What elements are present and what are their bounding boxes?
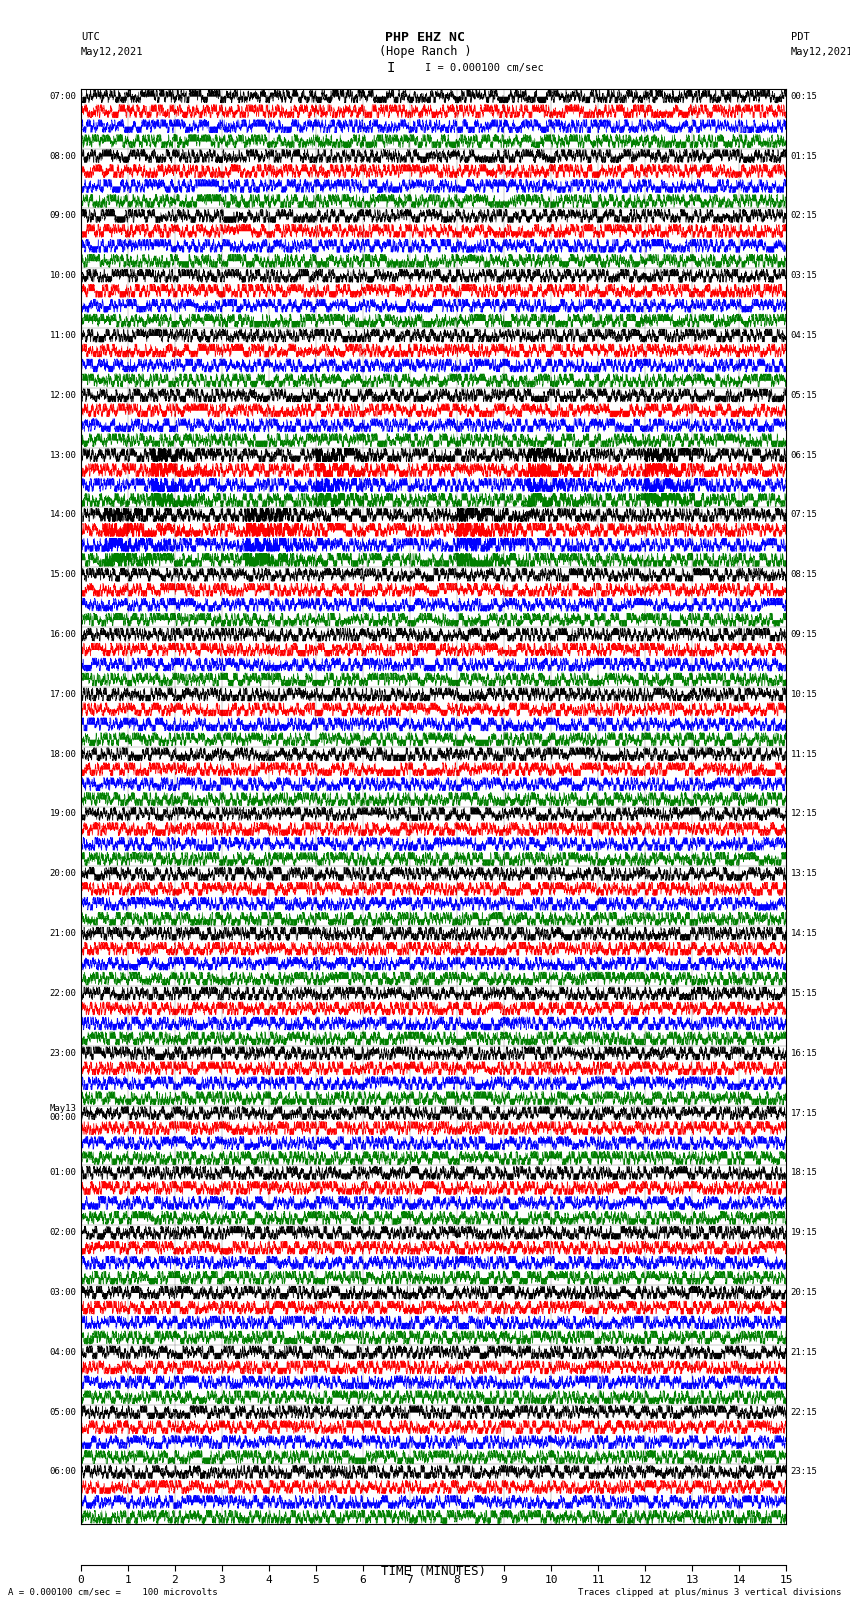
Text: 22:00: 22:00 — [49, 989, 76, 998]
Text: 06:00: 06:00 — [49, 1468, 76, 1476]
Text: 15:15: 15:15 — [790, 989, 818, 998]
Text: UTC: UTC — [81, 32, 99, 42]
Text: 04:15: 04:15 — [790, 331, 818, 340]
Text: 12:00: 12:00 — [49, 390, 76, 400]
Text: 14:00: 14:00 — [49, 510, 76, 519]
Text: 20:00: 20:00 — [49, 869, 76, 879]
Text: 17:00: 17:00 — [49, 690, 76, 698]
Text: 16:00: 16:00 — [49, 631, 76, 639]
Text: 13:15: 13:15 — [790, 869, 818, 879]
Text: 20:15: 20:15 — [790, 1289, 818, 1297]
Text: May12,2021: May12,2021 — [81, 47, 144, 56]
Text: TIME (MINUTES): TIME (MINUTES) — [381, 1565, 486, 1578]
Text: 14:15: 14:15 — [790, 929, 818, 939]
Text: 09:00: 09:00 — [49, 211, 76, 221]
Text: 12:15: 12:15 — [790, 810, 818, 818]
Text: 04:00: 04:00 — [49, 1348, 76, 1357]
Text: May12,2021: May12,2021 — [790, 47, 850, 56]
Text: 06:15: 06:15 — [790, 450, 818, 460]
Text: 02:15: 02:15 — [790, 211, 818, 221]
Text: PHP EHZ NC: PHP EHZ NC — [385, 31, 465, 44]
Text: 07:00: 07:00 — [49, 92, 76, 100]
Text: 11:00: 11:00 — [49, 331, 76, 340]
Text: 03:00: 03:00 — [49, 1289, 76, 1297]
Text: 13:00: 13:00 — [49, 450, 76, 460]
Text: 05:15: 05:15 — [790, 390, 818, 400]
Text: A = 0.000100 cm/sec =    100 microvolts: A = 0.000100 cm/sec = 100 microvolts — [8, 1587, 218, 1597]
Text: 01:15: 01:15 — [790, 152, 818, 161]
Text: PDT: PDT — [790, 32, 809, 42]
Text: 19:15: 19:15 — [790, 1227, 818, 1237]
Text: 11:15: 11:15 — [790, 750, 818, 758]
Text: 03:15: 03:15 — [790, 271, 818, 281]
Text: 10:15: 10:15 — [790, 690, 818, 698]
Text: 23:00: 23:00 — [49, 1048, 76, 1058]
Text: 23:15: 23:15 — [790, 1468, 818, 1476]
Text: 05:00: 05:00 — [49, 1408, 76, 1416]
Text: 10:00: 10:00 — [49, 271, 76, 281]
Text: 08:15: 08:15 — [790, 571, 818, 579]
Text: 00:15: 00:15 — [790, 92, 818, 100]
Text: 02:00: 02:00 — [49, 1227, 76, 1237]
Text: I: I — [387, 61, 395, 74]
Text: 01:00: 01:00 — [49, 1168, 76, 1177]
Text: 07:15: 07:15 — [790, 510, 818, 519]
Text: (Hope Ranch ): (Hope Ranch ) — [379, 45, 471, 58]
Text: 18:15: 18:15 — [790, 1168, 818, 1177]
Text: 18:00: 18:00 — [49, 750, 76, 758]
Text: 17:15: 17:15 — [790, 1108, 818, 1118]
Text: I = 0.000100 cm/sec: I = 0.000100 cm/sec — [425, 63, 544, 73]
Text: Traces clipped at plus/minus 3 vertical divisions: Traces clipped at plus/minus 3 vertical … — [578, 1587, 842, 1597]
Text: 21:15: 21:15 — [790, 1348, 818, 1357]
Text: 16:15: 16:15 — [790, 1048, 818, 1058]
Text: May13: May13 — [49, 1103, 76, 1113]
Text: 21:00: 21:00 — [49, 929, 76, 939]
Text: 19:00: 19:00 — [49, 810, 76, 818]
Text: 00:00: 00:00 — [49, 1113, 76, 1123]
Text: 09:15: 09:15 — [790, 631, 818, 639]
Text: 15:00: 15:00 — [49, 571, 76, 579]
Text: 08:00: 08:00 — [49, 152, 76, 161]
Text: 22:15: 22:15 — [790, 1408, 818, 1416]
